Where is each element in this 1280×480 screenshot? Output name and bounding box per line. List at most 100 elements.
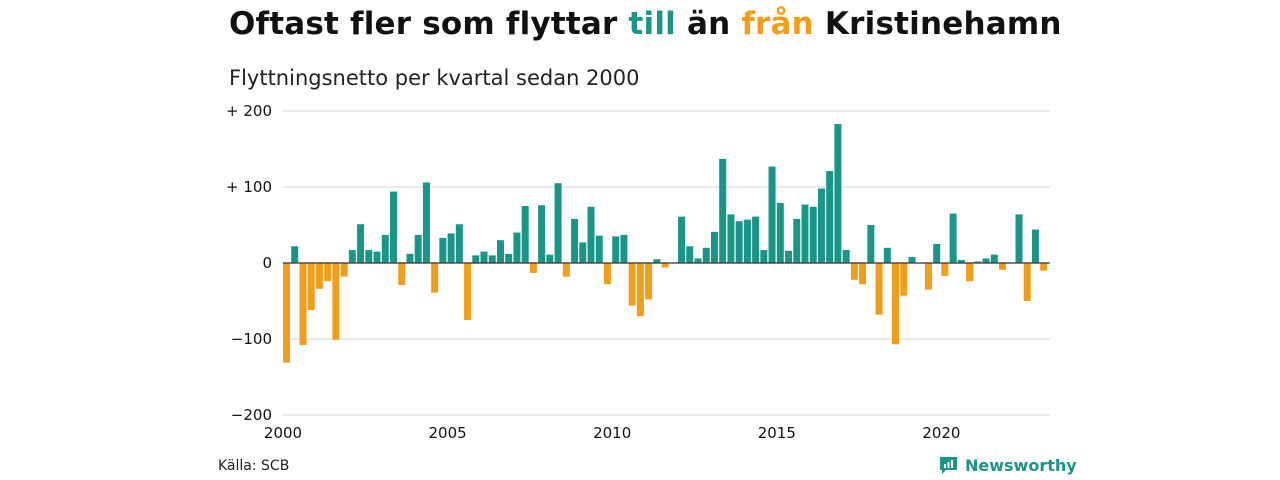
- bar: [571, 218, 579, 263]
- bar: [513, 232, 521, 263]
- bar: [373, 251, 381, 263]
- bar: [785, 250, 793, 263]
- bar: [348, 250, 356, 263]
- bar: [324, 263, 332, 282]
- bar: [892, 263, 900, 345]
- bar: [850, 263, 858, 280]
- bars: [283, 123, 1048, 363]
- y-tick-label: −200: [231, 406, 272, 424]
- title-part-3: än: [675, 6, 742, 42]
- bar: [455, 224, 463, 263]
- bar: [472, 255, 480, 263]
- bar: [505, 253, 513, 263]
- source-label: Källa: SCB: [218, 458, 290, 474]
- bar: [464, 263, 472, 320]
- bar: [826, 171, 834, 263]
- bar: [957, 259, 965, 263]
- bar: [612, 236, 620, 263]
- bar: [859, 263, 867, 285]
- x-tick-label: 2005: [429, 424, 467, 442]
- bar: [875, 263, 883, 315]
- bar: [291, 246, 299, 263]
- bar: [719, 158, 727, 263]
- bar: [620, 234, 628, 263]
- bar: [1040, 263, 1048, 271]
- bar: [702, 247, 710, 263]
- bar: [743, 219, 751, 263]
- bar: [867, 225, 875, 263]
- bar: [357, 224, 365, 263]
- bar: [283, 263, 290, 363]
- bar: [488, 255, 496, 263]
- y-tick-label: 0: [262, 254, 272, 272]
- brand-name: Newsworthy: [965, 456, 1077, 475]
- bar: [431, 263, 439, 293]
- bar: [908, 256, 916, 263]
- bar: [496, 240, 504, 263]
- bar: [817, 188, 825, 263]
- bar: [949, 213, 957, 263]
- bar: [809, 206, 817, 263]
- title-part-5: Kristinehamn: [813, 6, 1062, 42]
- bar: [842, 250, 850, 263]
- bar: [595, 235, 603, 263]
- bar: [636, 263, 644, 317]
- bar: [332, 263, 340, 340]
- title-part-1: Oftast fler som flyttar: [229, 6, 629, 42]
- x-tick-label: 2010: [593, 424, 631, 442]
- y-tick-label: + 100: [226, 178, 272, 196]
- bar: [381, 234, 389, 263]
- grid-lines: [283, 110, 1050, 416]
- bar: [340, 263, 348, 277]
- bar: [562, 263, 570, 277]
- chart-subtitle: Flyttningsnetto per kvartal sedan 2000: [229, 66, 640, 90]
- bar: [752, 216, 760, 263]
- bar: [653, 259, 661, 263]
- bar: [941, 263, 949, 276]
- title-word-till: till: [628, 6, 676, 42]
- bar: [990, 254, 998, 263]
- y-tick-label: −100: [231, 330, 272, 348]
- bar: [628, 263, 636, 306]
- x-tick-label: 2015: [758, 424, 796, 442]
- bar: [307, 263, 315, 311]
- bar: [406, 253, 414, 263]
- bar: [365, 250, 373, 263]
- bar: [315, 263, 323, 289]
- bar: [768, 166, 776, 263]
- bar: [933, 244, 941, 263]
- bar: [299, 263, 307, 346]
- bar: [554, 183, 562, 263]
- bar: [974, 261, 982, 263]
- bar: [538, 205, 546, 263]
- bar: [966, 263, 974, 282]
- bar: [735, 221, 743, 263]
- newsworthy-logo-icon: [940, 457, 957, 474]
- bar: [447, 233, 455, 263]
- title-word-fran: från: [741, 6, 814, 42]
- bar: [900, 263, 908, 296]
- x-tick-label: 2000: [264, 424, 302, 442]
- bar: [661, 263, 669, 268]
- bar: [422, 182, 430, 263]
- newsworthy-logo: Newsworthy: [938, 455, 1077, 476]
- bar: [439, 237, 447, 263]
- bar: [645, 263, 653, 300]
- bar: [1023, 263, 1031, 301]
- bar: [389, 191, 397, 263]
- y-tick-label: + 200: [226, 102, 272, 120]
- bar: [760, 250, 768, 263]
- bar: [521, 206, 529, 263]
- bar: [1015, 214, 1023, 263]
- bar: [883, 247, 891, 263]
- bar: [579, 242, 587, 263]
- bar: [480, 251, 488, 263]
- bar: [999, 263, 1007, 270]
- bar: [710, 231, 718, 263]
- bar: [414, 234, 422, 263]
- bar: [1031, 229, 1039, 263]
- x-tick-label: 2020: [922, 424, 960, 442]
- bar: [603, 263, 611, 285]
- bar: [982, 258, 990, 263]
